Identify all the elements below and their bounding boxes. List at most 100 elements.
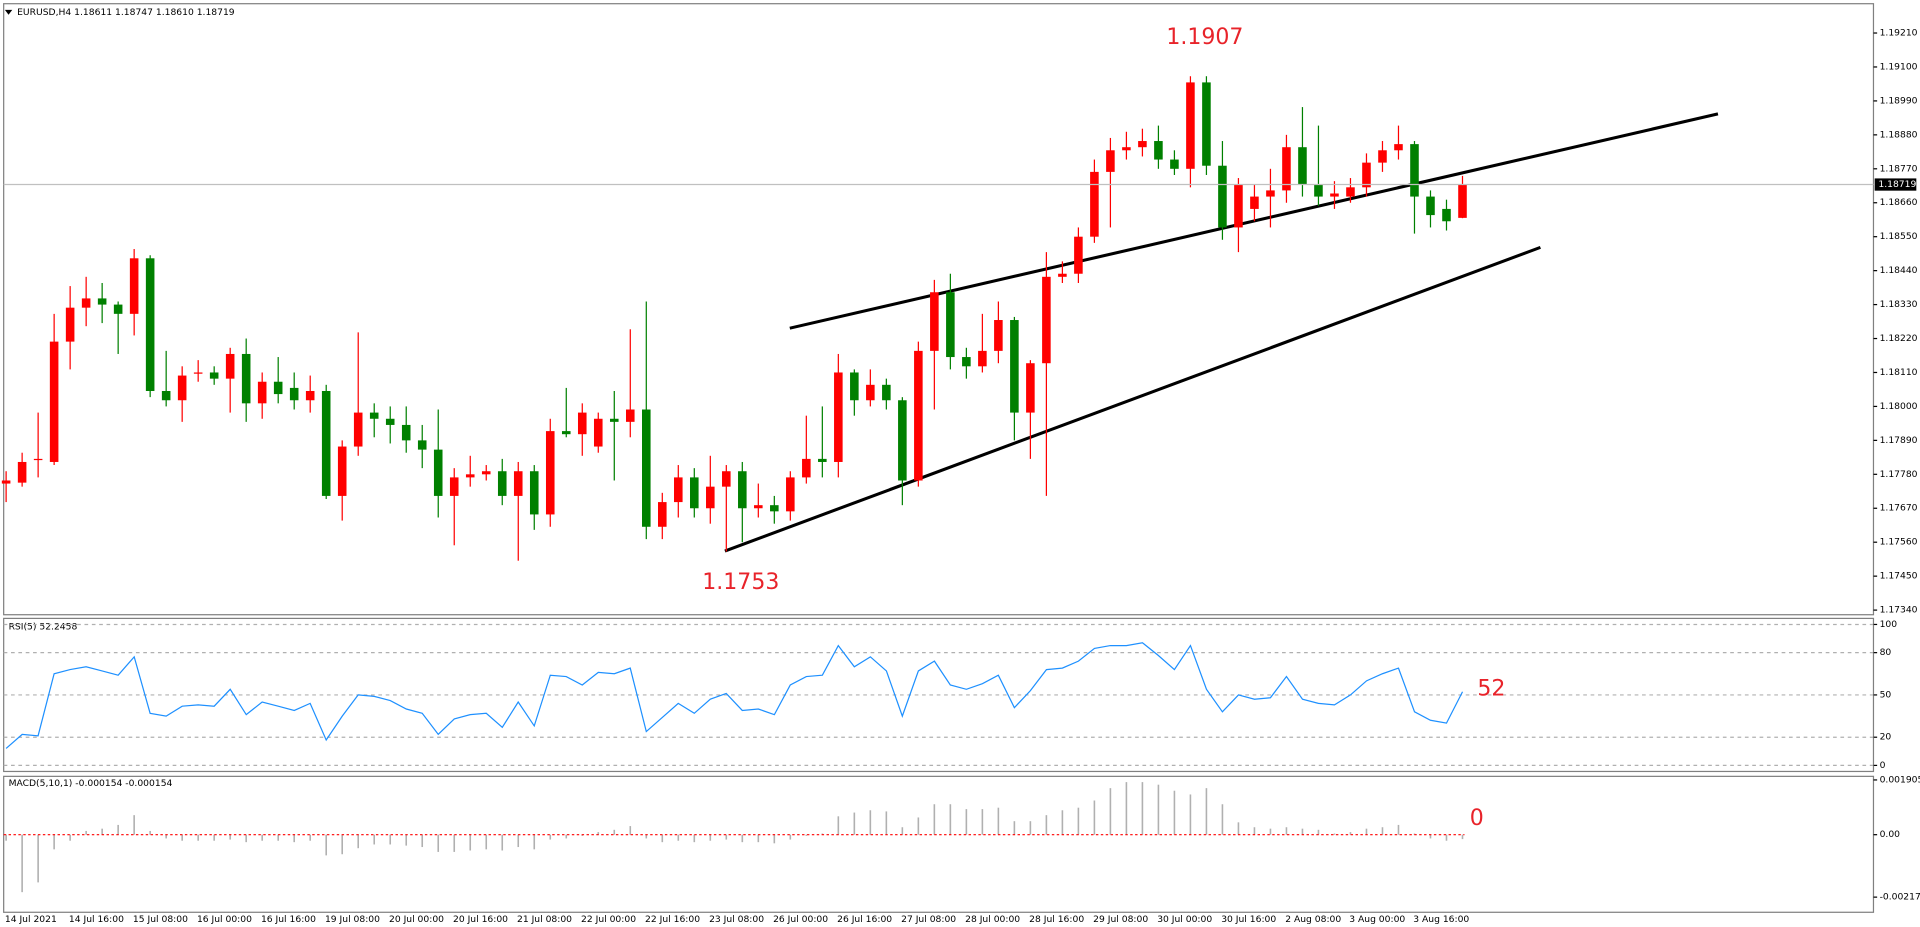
candle-body — [433, 449, 443, 496]
candle-body — [65, 307, 75, 342]
candle-body — [17, 461, 27, 483]
y-tick-label: 1.17340 — [1880, 605, 1918, 616]
annotation: 52 — [1477, 676, 1505, 701]
y-tick-label: 1.17780 — [1880, 469, 1918, 480]
candle-body — [722, 471, 731, 487]
candle-body — [465, 474, 475, 478]
y-tick-label: 1.18000 — [1880, 401, 1918, 412]
candle-body — [1106, 150, 1115, 172]
y-tick-label: 1.18440 — [1880, 265, 1918, 276]
candle-body — [529, 471, 539, 515]
candle-body — [802, 458, 811, 478]
candle-body — [417, 440, 427, 450]
candle-body — [1, 480, 11, 484]
x-tick-label: 19 Jul 08:00 — [325, 914, 380, 925]
candle-body — [882, 384, 891, 401]
y-tick-label: -0.002173 — [1880, 892, 1920, 903]
rsi-title: RSI(5) 52.2458 — [9, 621, 78, 632]
candle-body — [1234, 184, 1243, 228]
candle-body — [209, 372, 219, 379]
candle-body — [1282, 147, 1291, 191]
candle-body — [593, 418, 603, 447]
candle-body — [1202, 82, 1211, 166]
candle-body — [161, 390, 171, 401]
x-tick-label: 23 Jul 08:00 — [709, 914, 764, 925]
y-tick-label: 1.17450 — [1880, 571, 1918, 582]
y-tick-label: 1.18550 — [1880, 231, 1918, 242]
candle-body — [353, 412, 363, 447]
y-tick-label: 1.18990 — [1880, 95, 1918, 106]
candle-body — [337, 446, 347, 496]
last-price-box — [1874, 178, 1917, 191]
candle-body — [145, 258, 155, 391]
macd-title: MACD(5,10,1) -0.000154 -0.000154 — [9, 778, 173, 789]
candle-body — [1218, 165, 1227, 228]
candle-body — [609, 418, 619, 422]
candle-body — [738, 471, 747, 509]
candle-body — [914, 350, 923, 481]
y-tick-label: 1.18330 — [1880, 299, 1918, 310]
candle-body — [1426, 196, 1435, 216]
candle-body — [1090, 171, 1099, 237]
candle-body — [497, 471, 507, 496]
x-tick-label: 20 Jul 00:00 — [389, 914, 444, 925]
candle-body — [1394, 144, 1403, 151]
x-tick-label: 22 Jul 00:00 — [581, 914, 636, 925]
candle-body — [866, 384, 875, 401]
x-tick-label: 21 Jul 08:00 — [517, 914, 572, 925]
last-price-label: 1.18719 — [1878, 179, 1916, 190]
x-tick-label: 30 Jul 16:00 — [1221, 914, 1276, 925]
trend-line-lower[interactable] — [724, 245, 1541, 553]
y-tick-label: 1.18110 — [1880, 367, 1918, 378]
candle-body — [481, 471, 491, 475]
y-tick-label: 50 — [1880, 689, 1892, 700]
rsi-line — [5, 642, 1464, 749]
candle-body — [289, 387, 299, 401]
candle-body — [113, 304, 123, 314]
x-tick-label: 20 Jul 16:00 — [453, 914, 508, 925]
y-tick-label: 1.17670 — [1880, 503, 1918, 514]
x-tick-label: 16 Jul 16:00 — [261, 914, 316, 925]
candle-body — [1298, 147, 1307, 185]
y-tick-label: 1.18660 — [1880, 197, 1918, 208]
candle-body — [898, 400, 907, 481]
candle-body — [385, 418, 395, 425]
candle-body — [545, 431, 555, 515]
x-tick-label: 22 Jul 16:00 — [645, 914, 700, 925]
y-tick-label: 80 — [1880, 647, 1892, 658]
y-tick-label: 20 — [1880, 732, 1892, 743]
y-tick-label: 1.17560 — [1880, 537, 1918, 548]
candle-body — [946, 292, 955, 358]
candle-body — [369, 412, 379, 419]
candle-body — [930, 292, 939, 351]
x-tick-label: 30 Jul 00:00 — [1157, 914, 1212, 925]
candle-body — [658, 502, 667, 527]
x-tick-label: 27 Jul 08:00 — [901, 914, 956, 925]
candle-body — [706, 486, 715, 509]
candle-body — [33, 458, 43, 461]
candle-body — [81, 298, 91, 308]
candle-body — [690, 477, 699, 509]
candle-body — [1058, 273, 1067, 277]
x-tick-label: 28 Jul 00:00 — [965, 914, 1020, 925]
candle-body — [513, 471, 523, 496]
y-tick-label: 0 — [1880, 760, 1886, 771]
candle-body — [1170, 159, 1179, 169]
x-tick-label: 28 Jul 16:00 — [1029, 914, 1084, 925]
x-tick-label: 26 Jul 16:00 — [837, 914, 892, 925]
menu-triangle[interactable] — [4, 9, 13, 15]
candle-body — [225, 353, 235, 379]
candle-body — [97, 298, 107, 305]
candle-body — [1250, 196, 1259, 209]
chart-title: EURUSD,H4 1.18611 1.18747 1.18610 1.1871… — [17, 7, 235, 18]
y-tick-label: 1.17890 — [1880, 435, 1918, 446]
macd-panel — [3, 775, 1875, 913]
candle-body — [1138, 141, 1147, 148]
candle-body — [625, 409, 635, 422]
candle-body — [994, 320, 1003, 351]
candle-body — [449, 477, 459, 496]
x-tick-label: 29 Jul 08:00 — [1093, 914, 1148, 925]
candle-body — [561, 431, 571, 435]
candle-body — [1442, 208, 1451, 222]
